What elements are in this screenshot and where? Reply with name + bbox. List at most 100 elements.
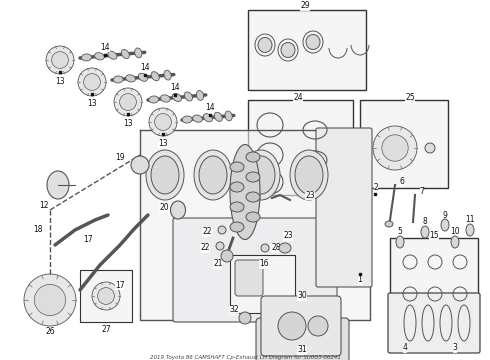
Ellipse shape (84, 73, 100, 90)
Ellipse shape (396, 236, 404, 248)
Ellipse shape (125, 75, 135, 82)
Ellipse shape (78, 68, 106, 96)
Ellipse shape (308, 316, 328, 336)
Text: 28: 28 (271, 243, 281, 252)
Ellipse shape (196, 90, 204, 100)
Ellipse shape (92, 282, 120, 310)
Bar (230, 255, 295, 313)
Ellipse shape (216, 242, 224, 250)
Ellipse shape (230, 162, 244, 172)
Ellipse shape (51, 51, 69, 68)
FancyBboxPatch shape (261, 296, 341, 356)
Text: 12: 12 (39, 201, 49, 210)
Text: 25: 25 (405, 93, 415, 102)
Text: 29: 29 (300, 1, 310, 10)
Text: 16: 16 (259, 260, 269, 269)
Text: 14: 14 (205, 103, 215, 112)
Text: 17: 17 (83, 235, 93, 244)
Ellipse shape (230, 182, 244, 192)
Text: 31: 31 (297, 346, 307, 355)
Ellipse shape (34, 284, 66, 316)
Text: 2019 Toyota 86 CAMSHAFT Cp-Exhaust LH Diagram for SU003-06241: 2019 Toyota 86 CAMSHAFT Cp-Exhaust LH Di… (149, 356, 341, 360)
Ellipse shape (149, 96, 159, 103)
Ellipse shape (172, 93, 181, 102)
Ellipse shape (113, 76, 123, 83)
Ellipse shape (194, 150, 232, 200)
Text: 8: 8 (423, 217, 427, 226)
FancyBboxPatch shape (173, 218, 337, 322)
Ellipse shape (230, 202, 244, 212)
Text: 5: 5 (397, 228, 402, 237)
Ellipse shape (230, 144, 260, 239)
Ellipse shape (239, 312, 251, 324)
Text: 24: 24 (293, 93, 303, 102)
Ellipse shape (47, 171, 69, 199)
Ellipse shape (382, 135, 408, 161)
FancyBboxPatch shape (235, 260, 263, 296)
Text: 9: 9 (442, 211, 447, 220)
Text: 3: 3 (453, 343, 458, 352)
FancyBboxPatch shape (256, 318, 349, 360)
Text: 2: 2 (374, 184, 378, 193)
Ellipse shape (182, 116, 192, 123)
Ellipse shape (138, 73, 147, 81)
Text: 17: 17 (115, 280, 125, 289)
Text: 10: 10 (450, 228, 460, 237)
Ellipse shape (203, 114, 213, 122)
Ellipse shape (108, 51, 117, 59)
Ellipse shape (46, 46, 74, 74)
Text: 21: 21 (213, 260, 223, 269)
Text: 14: 14 (140, 63, 150, 72)
Text: 13: 13 (55, 77, 65, 86)
Ellipse shape (24, 274, 76, 326)
Ellipse shape (218, 226, 226, 234)
Ellipse shape (81, 54, 92, 61)
Ellipse shape (246, 192, 260, 202)
Text: 23: 23 (305, 190, 315, 199)
Bar (248, 10, 366, 90)
Ellipse shape (214, 112, 222, 121)
Text: 1: 1 (358, 275, 363, 284)
Ellipse shape (149, 108, 177, 136)
Ellipse shape (425, 143, 435, 153)
Ellipse shape (306, 35, 320, 49)
Ellipse shape (146, 150, 184, 200)
Text: 14: 14 (100, 42, 110, 51)
Ellipse shape (242, 150, 280, 200)
Text: 15: 15 (429, 230, 439, 239)
Text: 26: 26 (45, 328, 55, 337)
Ellipse shape (184, 92, 193, 101)
Ellipse shape (246, 212, 260, 222)
Text: 13: 13 (158, 139, 168, 148)
Ellipse shape (221, 250, 233, 262)
Ellipse shape (258, 37, 272, 53)
Ellipse shape (281, 42, 295, 58)
Text: 13: 13 (87, 99, 97, 108)
Ellipse shape (114, 88, 142, 116)
Ellipse shape (247, 156, 275, 194)
Bar (80, 270, 132, 322)
Text: 11: 11 (465, 216, 475, 225)
Text: 32: 32 (229, 306, 239, 315)
Ellipse shape (230, 222, 244, 232)
FancyBboxPatch shape (316, 128, 372, 287)
Bar (248, 100, 353, 195)
Ellipse shape (131, 156, 149, 174)
Text: 18: 18 (33, 225, 43, 234)
Text: 4: 4 (403, 343, 408, 352)
Ellipse shape (385, 221, 393, 227)
Ellipse shape (295, 156, 323, 194)
Ellipse shape (151, 72, 159, 81)
Text: 19: 19 (115, 153, 125, 162)
Bar (360, 100, 448, 188)
Text: 27: 27 (101, 325, 111, 334)
Ellipse shape (466, 224, 474, 236)
Ellipse shape (155, 114, 172, 130)
Ellipse shape (199, 156, 227, 194)
Ellipse shape (171, 201, 186, 219)
Ellipse shape (151, 156, 179, 194)
Text: 7: 7 (419, 188, 424, 197)
Ellipse shape (160, 95, 170, 102)
Text: 22: 22 (200, 243, 210, 252)
Ellipse shape (120, 94, 136, 111)
